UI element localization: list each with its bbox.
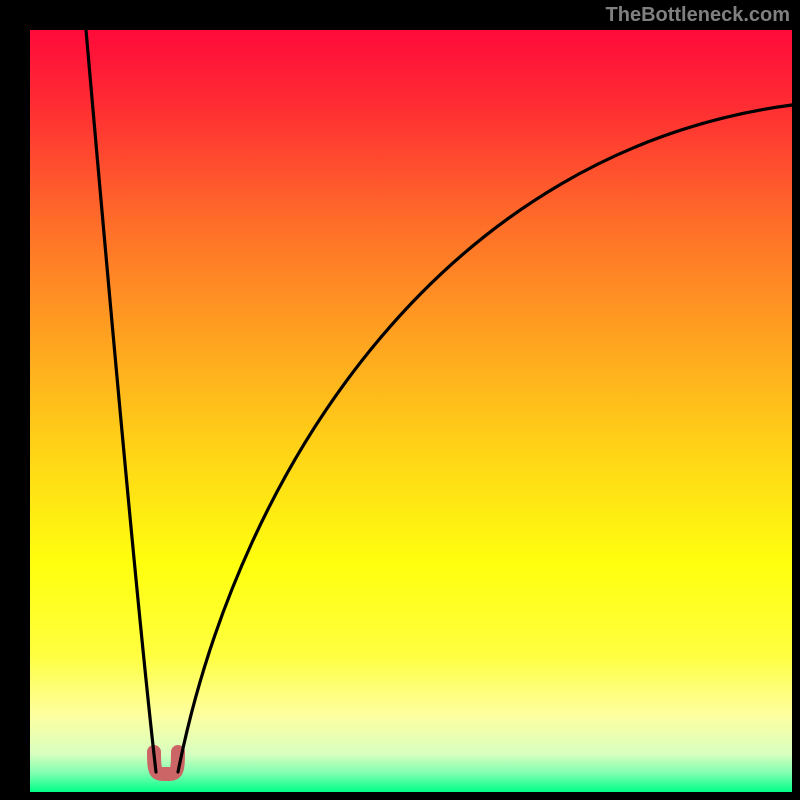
plot-area: [30, 30, 792, 792]
watermark-text: TheBottleneck.com: [606, 4, 790, 27]
chart-frame: TheBottleneck.com: [0, 0, 800, 800]
valley-marker: [154, 752, 178, 774]
curve-right-branch: [178, 105, 792, 772]
curve-layer: [30, 30, 792, 792]
curve-left-branch: [86, 30, 156, 772]
